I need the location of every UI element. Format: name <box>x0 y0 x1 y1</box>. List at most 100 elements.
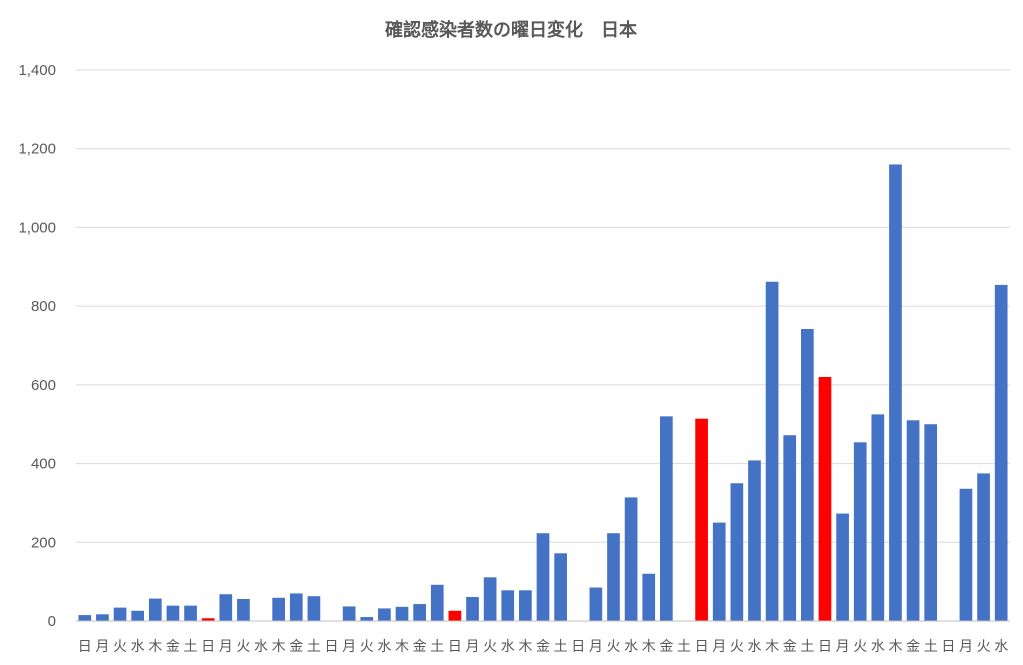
bar <box>448 610 462 621</box>
y-tick-label: 1,400 <box>18 62 56 79</box>
bar <box>519 590 532 621</box>
x-tick-label: 土 <box>554 639 568 655</box>
x-tick-label: 木 <box>765 639 779 655</box>
bar <box>607 533 620 621</box>
bar <box>836 513 849 621</box>
bar <box>924 424 938 621</box>
bar <box>166 605 180 621</box>
x-tick-label: 土 <box>430 639 444 655</box>
x-tick-label: 土 <box>184 639 198 655</box>
x-tick-label: 金 <box>413 639 427 655</box>
x-tick-label: 月 <box>219 639 233 655</box>
x-tick-label: 金 <box>906 639 920 655</box>
x-tick-label: 木 <box>272 639 286 655</box>
x-tick-label: 水 <box>131 639 145 655</box>
bar <box>959 488 973 621</box>
bar <box>378 608 391 621</box>
x-tick-label: 金 <box>659 639 673 655</box>
bars <box>78 164 1008 621</box>
bar <box>800 328 814 621</box>
x-tick-label: 月 <box>95 639 109 655</box>
bar <box>624 497 638 621</box>
bar <box>642 573 656 621</box>
bar <box>483 577 497 621</box>
y-tick-label: 600 <box>31 377 56 394</box>
x-tick-label: 日 <box>325 639 339 655</box>
x-tick-label: 水 <box>994 639 1008 655</box>
bar <box>201 618 215 621</box>
x-tick-label: 火 <box>236 639 250 655</box>
bar <box>889 164 902 621</box>
bar <box>430 584 444 621</box>
bar <box>554 553 567 621</box>
x-tick-label: 木 <box>518 639 532 655</box>
bar <box>853 442 867 621</box>
x-tick-label: 火 <box>606 639 620 655</box>
x-tick-label: 水 <box>624 639 638 655</box>
x-tick-label: 水 <box>871 639 885 655</box>
bar <box>695 418 708 621</box>
y-tick-label: 400 <box>31 456 56 473</box>
bar <box>148 598 162 621</box>
x-tick-label: 金 <box>783 639 797 655</box>
x-axis-ticks: 日月火水木金土日月火水木金土日月火水木金土日月火水木金土日月火水木金土日月火水木… <box>78 639 1008 655</box>
bar <box>395 606 409 621</box>
x-tick-label: 日 <box>78 639 92 655</box>
y-axis-ticks: 0 200 400 600 800 1,000 1,200 1,400 <box>18 62 56 630</box>
y-tick-label: 0 <box>48 613 56 630</box>
x-tick-label: 火 <box>730 639 744 655</box>
bar <box>783 435 797 621</box>
chart-title: 確認感染者数の曜日変化 日本 <box>385 19 637 41</box>
x-tick-label: 水 <box>254 639 268 655</box>
bar <box>272 597 286 621</box>
x-tick-label: 日 <box>571 639 585 655</box>
grid-lines <box>76 69 1010 543</box>
x-tick-label: 月 <box>712 639 726 655</box>
x-tick-label: 土 <box>800 639 814 655</box>
bar <box>184 605 197 621</box>
bar <box>730 483 744 621</box>
x-tick-label: 月 <box>959 639 973 655</box>
bar <box>589 587 603 621</box>
x-tick-label: 木 <box>642 639 656 655</box>
bar <box>466 596 479 621</box>
x-tick-label: 火 <box>483 639 497 655</box>
bar <box>113 607 127 621</box>
x-tick-label: 木 <box>395 639 409 655</box>
x-tick-label: 金 <box>289 639 303 655</box>
x-tick-label: 金 <box>536 639 550 655</box>
bar <box>994 284 1008 621</box>
x-tick-label: 木 <box>148 639 162 655</box>
bar <box>131 610 145 621</box>
bar <box>660 416 673 621</box>
x-tick-label: 木 <box>888 639 902 655</box>
bar <box>818 376 832 621</box>
x-tick-label: 日 <box>941 639 955 655</box>
x-tick-label: 金 <box>166 639 180 655</box>
bar <box>712 522 726 621</box>
x-tick-label: 月 <box>342 639 356 655</box>
x-tick-label: 土 <box>677 639 691 655</box>
x-tick-label: 火 <box>360 639 374 655</box>
bar <box>307 596 321 621</box>
x-tick-label: 月 <box>836 639 850 655</box>
x-tick-label: 火 <box>977 639 991 655</box>
x-tick-label: 日 <box>695 639 709 655</box>
x-tick-label: 水 <box>747 639 761 655</box>
bar <box>289 593 303 621</box>
bar <box>536 533 550 621</box>
bar <box>501 590 515 621</box>
y-tick-label: 800 <box>31 298 56 315</box>
bar <box>78 615 92 621</box>
x-tick-label: 火 <box>853 639 867 655</box>
x-tick-label: 水 <box>501 639 515 655</box>
x-tick-label: 火 <box>113 639 127 655</box>
x-tick-label: 日 <box>448 639 462 655</box>
y-tick-label: 1,200 <box>18 141 56 158</box>
bar <box>360 617 374 621</box>
x-tick-label: 月 <box>466 639 480 655</box>
bar <box>765 281 779 621</box>
bar <box>219 594 233 621</box>
y-tick-label: 1,000 <box>18 219 56 236</box>
